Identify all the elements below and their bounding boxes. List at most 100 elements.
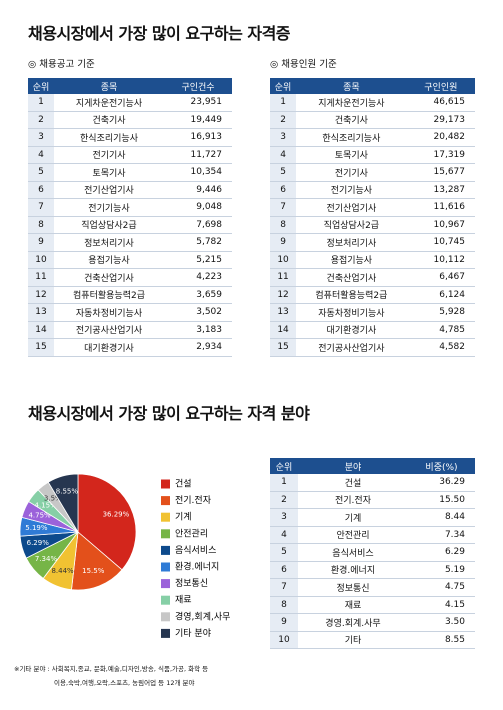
cell: 전기.전자 <box>298 491 408 509</box>
cell: 9 <box>28 233 54 252</box>
cell: 건설 <box>298 474 408 492</box>
cell: 7 <box>28 198 54 217</box>
cell: 1 <box>270 474 298 492</box>
row: 5 음식서비스 6.29 <box>270 543 475 562</box>
table: 순위 분야 비중(%) 1 건설 36.29 2 전기.전자 15.50 3 기계 8.44 4 안전관리… <box>270 458 475 649</box>
slice-label: 36.29% <box>103 511 130 519</box>
cell: 46,615 <box>406 94 475 112</box>
cell: 4,785 <box>406 321 475 339</box>
cell: 용접기능사 <box>296 251 407 269</box>
cell: 3,659 <box>164 286 232 304</box>
row: 11 건축산업기사 6,467 <box>270 268 475 287</box>
cell: 3 <box>270 128 297 147</box>
cell: 한식조리기능사 <box>296 128 407 147</box>
cell: 3,502 <box>164 303 232 322</box>
cell: 9 <box>270 233 297 252</box>
row: 13 자동차정비기능사 3,502 <box>28 303 232 322</box>
cell: 4,223 <box>164 268 232 287</box>
cell: 2 <box>270 491 298 509</box>
cell: 기타 <box>298 631 408 649</box>
cell: 안전관리 <box>298 526 408 544</box>
field-block: 순위 분야 비중(%) 1 건설 36.29 2 전기.전자 15.50 3 기계 8.44 4 안전관리… <box>270 458 475 649</box>
cell: 전기기사 <box>54 146 164 164</box>
cell: 3.50 <box>408 613 475 632</box>
legend-swatch <box>161 496 170 506</box>
header-cell: 순위 <box>28 78 54 94</box>
cell: 11,616 <box>406 198 475 217</box>
cell: 6,124 <box>406 286 475 304</box>
header-cell: 비중(%) <box>408 458 475 474</box>
cell: 재료 <box>298 596 408 614</box>
cell: 건축기사 <box>296 111 407 129</box>
cell: 대기환경기사 <box>296 321 407 339</box>
row: 8 직업상담사2급 7,698 <box>28 216 232 234</box>
pie-slice <box>47 473 79 534</box>
row: 10 용접기능사 10,112 <box>270 251 475 269</box>
cell: 4 <box>270 146 297 164</box>
cell: 10,112 <box>406 251 475 269</box>
cell: 5 <box>270 543 298 562</box>
legend-label: 전기.전자 <box>175 495 212 506</box>
page-title: 채용시장에서 가장 많이 요구하는 자격증 <box>28 24 291 43</box>
legend-swatch <box>161 512 170 522</box>
cell: 17,319 <box>406 146 475 164</box>
cell: 7 <box>270 578 298 597</box>
legend-label: 건설 <box>175 479 192 490</box>
legend-swatch <box>161 545 170 555</box>
legend-swatch <box>161 562 170 572</box>
row: 14 전기공사산업기사 3,183 <box>28 321 232 339</box>
legend-label: 재료 <box>175 595 192 606</box>
cell: 10 <box>270 251 297 269</box>
cell: 직업상담사2급 <box>296 216 407 234</box>
cell: 1 <box>28 94 54 112</box>
row: 1 지게차운전기능사 46,615 <box>270 94 475 112</box>
row: 4 전기기사 11,727 <box>28 146 232 164</box>
cell: 전기기능사 <box>296 181 407 199</box>
cell: 15.50 <box>408 491 475 509</box>
table-caption: ◎ 채용공고 기준 <box>28 59 95 70</box>
cell: 14 <box>28 321 54 339</box>
cell: 건축기사 <box>54 111 164 129</box>
cell: 정보처리기사 <box>296 233 407 252</box>
row: 8 재료 4.15 <box>270 596 475 614</box>
cell: 10 <box>28 251 54 269</box>
cell: 7,698 <box>164 216 232 234</box>
row: 12 컴퓨터활용능력2급 6,124 <box>270 286 475 304</box>
cell: 컴퓨터활용능력2급 <box>54 286 164 304</box>
cell: 6 <box>270 561 298 579</box>
cell: 음식서비스 <box>298 543 408 562</box>
cell: 12 <box>270 286 297 304</box>
header-cell: 순위 <box>270 458 298 474</box>
cell: 환경.에너지 <box>298 561 408 579</box>
cell: 전기공사산업기사 <box>296 338 407 357</box>
cell: 4.15 <box>408 596 475 614</box>
table: 순위 종목 구인인원 1 지게차운전기능사 46,615 2 건축기사 29,173 3 한식조리기… <box>270 78 475 357</box>
cell: 4,582 <box>406 338 475 357</box>
row: 6 전기기능사 13,287 <box>270 181 475 199</box>
legend-swatch <box>161 612 170 622</box>
row: 7 정보통신 4.75 <box>270 578 475 597</box>
row: 5 전기기사 15,677 <box>270 163 475 182</box>
cell: 8 <box>270 596 298 614</box>
pie-chart: 36.29% 15.5% 8.44% 7.34% 6.29% 5.19% 4.75% 4.15… <box>19 473 230 639</box>
slice-label: 8.55% <box>56 488 79 496</box>
footnote: 이용,숙박,여행,오락,스포츠, 농림어업 등 12개 분야 <box>54 679 195 687</box>
cell: 9,048 <box>164 198 232 217</box>
header-row: 순위 분야 비중(%) <box>270 458 475 474</box>
cell: 8.44 <box>408 508 475 527</box>
cell: 건축산업기사 <box>296 268 407 287</box>
cell: 2 <box>270 111 297 129</box>
header-row: 순위 종목 구인인원 <box>270 78 475 94</box>
pie-slice <box>71 531 123 591</box>
row: 4 안전관리 7.34 <box>270 526 475 544</box>
cell: 5.19 <box>408 561 475 579</box>
cell: 3 <box>270 508 298 527</box>
cell: 5 <box>28 163 54 182</box>
cell: 5,928 <box>406 303 475 322</box>
ranking-block: ◎ 채용인원 기준 순위 종목 구인인원 1 지게차운전기능사 46,615 2 건축기사 29,… <box>270 56 475 357</box>
legend-swatch <box>161 579 170 589</box>
cell: 13 <box>28 303 54 322</box>
row: 5 토목기사 10,354 <box>28 163 232 182</box>
header-cell: 종목 <box>54 78 164 94</box>
